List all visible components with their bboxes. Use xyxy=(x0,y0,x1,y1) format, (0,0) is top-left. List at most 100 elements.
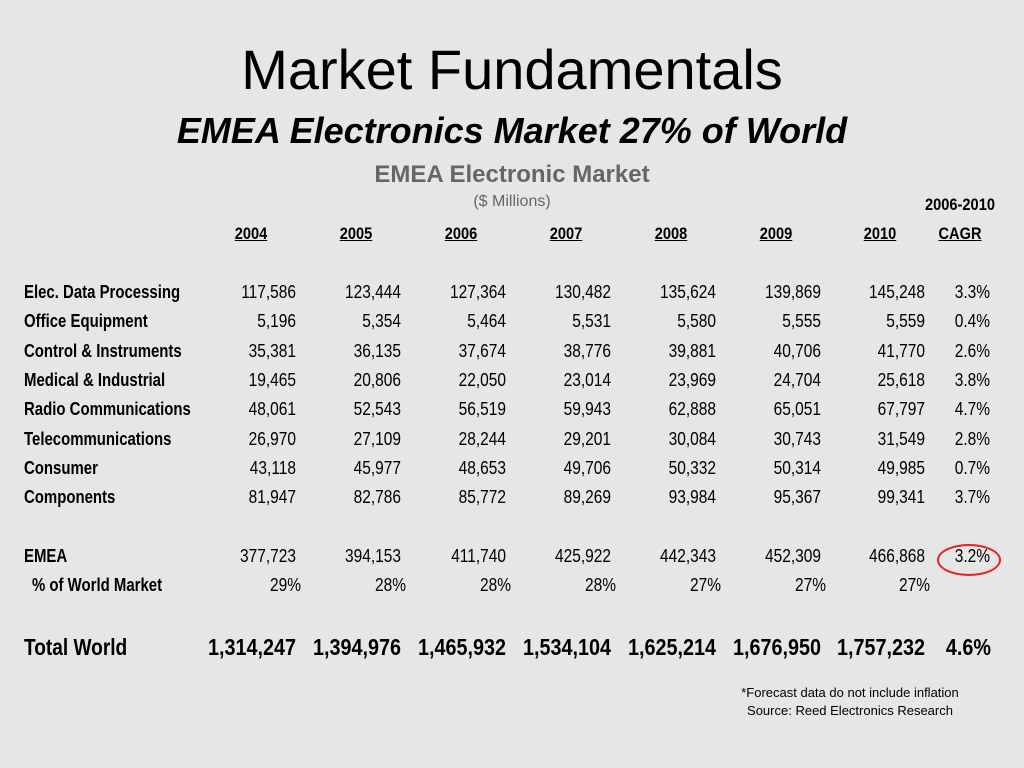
table-cell: 24,704 xyxy=(773,369,821,390)
table-cell: 62,888 xyxy=(668,399,716,420)
emea-label: EMEA xyxy=(24,546,68,566)
table-title: EMEA Electronic Market xyxy=(374,161,650,188)
total-world-cell: 1,676,950 xyxy=(732,634,821,660)
table-cell: 49,706 xyxy=(563,457,611,478)
emea-cell: 466,868 xyxy=(869,546,925,566)
cagr-cell: 2.8% xyxy=(954,428,990,449)
table-cell: 117,586 xyxy=(241,282,296,302)
table-cell: 48,653 xyxy=(458,457,506,478)
table-cell: 127,364 xyxy=(450,282,506,302)
cagr-cell: 0.7% xyxy=(954,457,990,478)
table-cell: 85,772 xyxy=(458,487,506,508)
table-cell: 28,244 xyxy=(458,428,506,449)
cagr-cell: 2.6% xyxy=(954,340,990,361)
table-cell: 65,051 xyxy=(773,399,821,420)
pct-world-cell: 28% xyxy=(585,575,616,595)
row-label: Components xyxy=(24,487,116,508)
cagr-cell: 3.8% xyxy=(954,369,990,390)
cagr-header-top: 2006-2010 xyxy=(925,195,995,214)
total-world-cell: 1,394,976 xyxy=(312,634,401,660)
row-label: Telecommunications xyxy=(24,428,172,449)
table-cell: 23,969 xyxy=(668,369,716,390)
cagr-highlight-circle xyxy=(937,544,1001,576)
row-label: Control & Instruments xyxy=(24,340,182,361)
cagr-cell: 3.7% xyxy=(954,487,990,508)
cagr-header: CAGR xyxy=(938,224,982,243)
total-world-cell: 1,625,214 xyxy=(627,634,716,660)
pct-world-cell: 29% xyxy=(270,575,301,595)
row-label: Radio Communications xyxy=(24,399,191,420)
table-cell: 26,970 xyxy=(248,428,296,449)
table-cell: 31,549 xyxy=(877,428,925,449)
table-cell: 49,985 xyxy=(877,457,925,478)
table-cell: 29,201 xyxy=(563,428,611,449)
table-cell: 35,381 xyxy=(248,340,296,361)
table-cell: 123,444 xyxy=(345,282,401,302)
table-cell: 45,977 xyxy=(353,457,401,478)
pct-world-cell: 28% xyxy=(375,575,406,595)
cagr-cell: 0.4% xyxy=(954,311,990,332)
cagr-cell: 3.3% xyxy=(954,282,990,302)
year-header: 2006 xyxy=(444,224,478,243)
footnote-source: Source: Reed Electronics Research xyxy=(747,703,953,718)
table-cell: 93,984 xyxy=(668,487,716,508)
table-cell: 23,014 xyxy=(563,369,611,390)
table-cell: 39,881 xyxy=(668,340,716,361)
table-cell: 36,135 xyxy=(353,340,401,361)
table-cell: 82,786 xyxy=(353,487,401,508)
year-header: 2009 xyxy=(759,224,793,243)
emea-cell: 442,343 xyxy=(660,546,716,566)
year-header: 2007 xyxy=(549,224,583,243)
table-cell: 22,050 xyxy=(458,369,506,390)
table-cell: 89,269 xyxy=(563,487,611,508)
table-cell: 52,543 xyxy=(353,399,401,420)
table-cell: 37,674 xyxy=(458,340,506,361)
table-cell: 99,341 xyxy=(877,487,925,508)
pct-world-label: % of World Market xyxy=(32,575,163,595)
table-cell: 5,464 xyxy=(467,311,506,332)
table-cell: 27,109 xyxy=(353,428,401,449)
row-label: Consumer xyxy=(24,457,98,478)
table-cell: 145,248 xyxy=(869,282,925,302)
table-cell: 5,555 xyxy=(782,311,821,332)
table-cell: 81,947 xyxy=(248,487,296,508)
pct-world-cell: 27% xyxy=(795,575,826,595)
table-cell: 5,196 xyxy=(257,311,296,332)
table-cell: 135,624 xyxy=(660,282,716,302)
table-cell: 20,806 xyxy=(353,369,401,390)
year-header: 2005 xyxy=(339,224,373,243)
emea-cell: 425,922 xyxy=(555,546,611,566)
table-cell: 48,061 xyxy=(248,399,296,420)
pct-world-cell: 28% xyxy=(480,575,511,595)
year-header: 2010 xyxy=(863,224,897,243)
cagr-cell: 4.7% xyxy=(954,399,990,420)
table-cell: 38,776 xyxy=(563,340,611,361)
table-cell: 41,770 xyxy=(877,340,925,361)
table-cell: 5,580 xyxy=(677,311,716,332)
row-label: Elec. Data Processing xyxy=(24,282,181,302)
emea-cell: 452,309 xyxy=(765,546,821,566)
table-cell: 25,618 xyxy=(877,369,925,390)
table-cell: 56,519 xyxy=(458,399,506,420)
slide-subtitle: EMEA Electronics Market 27% of World xyxy=(176,110,848,151)
emea-cell: 411,740 xyxy=(451,546,506,566)
table-cell: 43,118 xyxy=(249,457,296,478)
total-world-cell: 1,757,232 xyxy=(836,634,925,660)
total-world-cell: 1,465,932 xyxy=(417,634,506,660)
slide-title: Market Fundamentals xyxy=(241,38,783,101)
footnote-forecast: *Forecast data do not include inflation xyxy=(741,685,959,700)
pct-world-cell: 27% xyxy=(690,575,721,595)
emea-cell: 394,153 xyxy=(345,546,401,566)
table-cell: 59,943 xyxy=(563,399,611,420)
table-cell: 19,465 xyxy=(248,369,296,390)
table-cell: 30,743 xyxy=(773,428,821,449)
table-cell: 95,367 xyxy=(773,487,821,508)
table-cell: 50,332 xyxy=(668,457,716,478)
total-world-cagr-cell: 4.6% xyxy=(945,634,991,660)
table-cell: 30,084 xyxy=(668,428,716,449)
emea-cell: 377,723 xyxy=(240,546,296,566)
total-world-cell: 1,534,104 xyxy=(522,634,611,660)
table-cell: 40,706 xyxy=(773,340,821,361)
table-cell: 67,797 xyxy=(877,399,925,420)
table-units: ($ Millions) xyxy=(473,193,551,210)
